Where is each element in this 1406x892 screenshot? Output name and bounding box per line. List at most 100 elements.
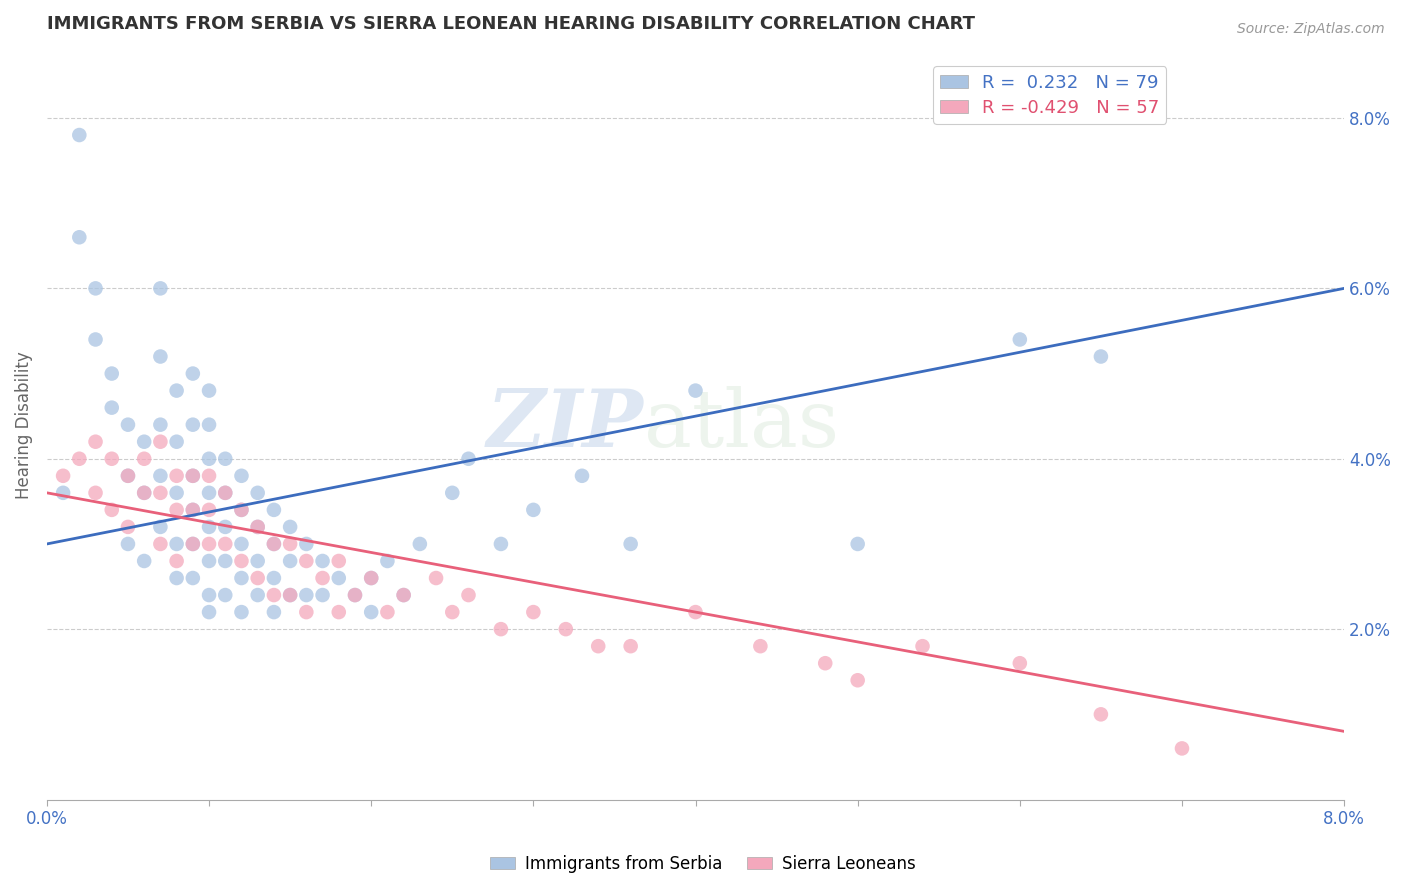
Point [214, 588, 236, 602]
Point [278, 554, 301, 568]
Point [181, 503, 204, 517]
Point [749, 639, 772, 653]
Point [198, 503, 221, 517]
Point [231, 537, 253, 551]
Point [311, 588, 333, 602]
Point [343, 588, 366, 602]
Point [149, 486, 172, 500]
Point [246, 554, 269, 568]
Point [571, 468, 593, 483]
Point [231, 605, 253, 619]
Point [198, 384, 221, 398]
Point [84, 281, 107, 295]
Point [117, 468, 139, 483]
Point [263, 503, 285, 517]
Point [181, 468, 204, 483]
Point [311, 554, 333, 568]
Point [134, 486, 156, 500]
Point [134, 486, 156, 500]
Point [134, 434, 156, 449]
Point [198, 417, 221, 432]
Point [846, 673, 869, 688]
Point [149, 350, 172, 364]
Point [231, 554, 253, 568]
Point [328, 554, 350, 568]
Point [67, 451, 90, 466]
Point [343, 588, 366, 602]
Point [166, 384, 188, 398]
Point [198, 588, 221, 602]
Point [328, 571, 350, 585]
Point [1008, 333, 1031, 347]
Point [360, 571, 382, 585]
Point [181, 417, 204, 432]
Point [166, 554, 188, 568]
Point [231, 468, 253, 483]
Point [149, 537, 172, 551]
Point [84, 333, 107, 347]
Point [263, 605, 285, 619]
Point [181, 468, 204, 483]
Point [149, 468, 172, 483]
Point [100, 367, 122, 381]
Point [166, 434, 188, 449]
Point [425, 571, 447, 585]
Point [100, 401, 122, 415]
Point [198, 468, 221, 483]
Point [166, 486, 188, 500]
Point [263, 588, 285, 602]
Point [214, 520, 236, 534]
Point [231, 571, 253, 585]
Text: Source: ZipAtlas.com: Source: ZipAtlas.com [1237, 22, 1385, 37]
Point [554, 622, 576, 636]
Point [84, 434, 107, 449]
Point [620, 639, 643, 653]
Point [149, 520, 172, 534]
Point [457, 588, 479, 602]
Y-axis label: Hearing Disability: Hearing Disability [15, 351, 32, 499]
Point [181, 537, 204, 551]
Point [214, 486, 236, 500]
Point [214, 451, 236, 466]
Point [149, 434, 172, 449]
Point [489, 537, 512, 551]
Point [441, 486, 464, 500]
Point [263, 537, 285, 551]
Point [52, 468, 75, 483]
Point [278, 588, 301, 602]
Point [246, 520, 269, 534]
Point [295, 605, 318, 619]
Point [1171, 741, 1194, 756]
Point [685, 384, 707, 398]
Point [295, 537, 318, 551]
Point [620, 537, 643, 551]
Point [1090, 707, 1112, 722]
Point [586, 639, 609, 653]
Point [166, 503, 188, 517]
Point [149, 281, 172, 295]
Point [214, 537, 236, 551]
Point [117, 468, 139, 483]
Text: ZIP: ZIP [486, 386, 644, 464]
Point [263, 571, 285, 585]
Point [246, 486, 269, 500]
Point [246, 520, 269, 534]
Point [198, 486, 221, 500]
Point [295, 554, 318, 568]
Point [377, 554, 399, 568]
Point [311, 571, 333, 585]
Point [84, 486, 107, 500]
Point [181, 571, 204, 585]
Point [457, 451, 479, 466]
Point [149, 417, 172, 432]
Point [392, 588, 415, 602]
Point [67, 128, 90, 142]
Point [134, 451, 156, 466]
Point [522, 605, 544, 619]
Point [117, 520, 139, 534]
Point [198, 554, 221, 568]
Point [198, 605, 221, 619]
Point [231, 503, 253, 517]
Point [198, 537, 221, 551]
Point [1008, 657, 1031, 671]
